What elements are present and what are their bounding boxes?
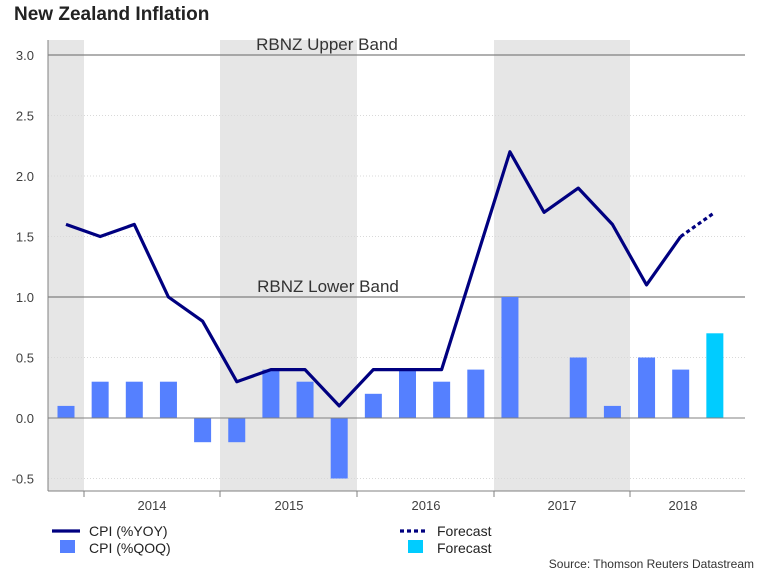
legend-label: Forecast <box>437 523 492 539</box>
x-tick-label: 2015 <box>275 498 304 513</box>
axes <box>47 40 745 497</box>
x-tick-label: 2018 <box>669 498 698 513</box>
y-tick-label: -0.5 <box>12 472 34 487</box>
gridlines <box>48 115 745 479</box>
qoq-bar <box>262 369 280 418</box>
legend-label: CPI (%YOY) <box>89 523 168 539</box>
reference-lines: RBNZ Upper Band RBNZ Lower Band <box>48 35 745 298</box>
qoq-bar <box>603 405 621 418</box>
legend: CPI (%YOY) Forecast CPI (%QOQ) Forecast <box>52 523 492 556</box>
y-tick-label: 3.0 <box>16 48 34 63</box>
yoy-line <box>65 150 683 408</box>
source-note: Source: Thomson Reuters Datastream <box>549 557 754 571</box>
qoq-bar <box>364 393 382 418</box>
qoq-bar <box>159 381 177 418</box>
legend-forecast-bar-swatch <box>408 540 423 553</box>
cpi-yoy-line <box>65 150 716 408</box>
qoq-bar <box>194 418 212 443</box>
qoq-bar <box>228 418 246 443</box>
shade-2017 <box>494 40 630 491</box>
qoq-bar <box>672 369 690 418</box>
qoq-bar <box>57 405 75 418</box>
y-tick-label: 1.5 <box>16 230 34 245</box>
y-tick-label: 2.5 <box>16 109 34 124</box>
x-tick-label: 2016 <box>412 498 441 513</box>
y-axis-labels: 3.0 2.5 2.0 1.5 1.0 0.5 0.0 -0.5 <box>12 48 34 487</box>
reference-label: RBNZ Lower Band <box>257 277 399 296</box>
x-tick-label: 2017 <box>548 498 577 513</box>
qoq-bar <box>569 357 587 418</box>
x-axis-labels: 2014 2015 2016 2017 2018 <box>138 498 698 513</box>
qoq-bar <box>433 381 451 418</box>
y-tick-label: 2.0 <box>16 169 34 184</box>
reference-label: RBNZ Upper Band <box>256 35 398 54</box>
qoq-bar <box>501 297 519 418</box>
shade-2013 <box>48 40 84 491</box>
qoq-bar <box>399 369 416 418</box>
qoq-bar <box>91 381 109 418</box>
qoq-bar <box>296 381 314 418</box>
chart-title: New Zealand Inflation <box>14 4 210 25</box>
y-tick-label: 0.0 <box>16 411 34 426</box>
y-tick-label: 0.5 <box>16 351 34 366</box>
qoq-bar <box>330 418 348 479</box>
qoq-bar <box>638 357 656 418</box>
x-tick-label: 2014 <box>138 498 167 513</box>
forecast-bar <box>706 333 724 418</box>
qoq-bar <box>125 381 143 418</box>
legend-label: CPI (%QOQ) <box>89 540 171 556</box>
qoq-bar <box>467 369 485 418</box>
cpi-qoq-bars <box>57 297 724 479</box>
y-tick-label: 1.0 <box>16 290 34 305</box>
legend-bar-swatch <box>60 540 75 553</box>
legend-label: Forecast <box>437 540 492 556</box>
forecast-line <box>679 210 716 238</box>
